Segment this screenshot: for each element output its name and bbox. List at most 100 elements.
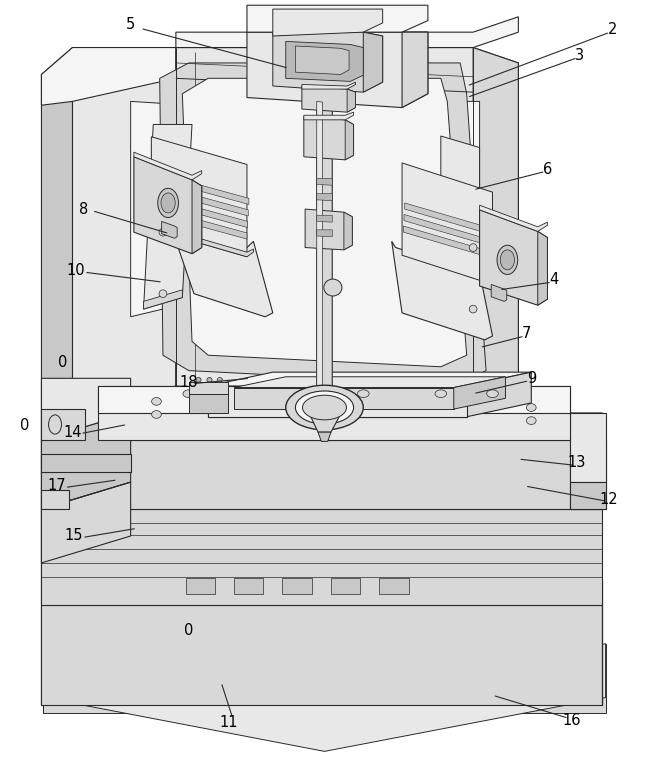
Polygon shape — [134, 157, 202, 254]
Text: 0: 0 — [58, 355, 67, 371]
Polygon shape — [42, 482, 602, 509]
Polygon shape — [143, 124, 192, 309]
Text: 17: 17 — [47, 479, 66, 493]
Ellipse shape — [152, 411, 162, 418]
Polygon shape — [376, 101, 480, 332]
Polygon shape — [42, 580, 130, 706]
Polygon shape — [404, 203, 494, 235]
Polygon shape — [304, 117, 354, 160]
Polygon shape — [345, 120, 354, 160]
Polygon shape — [208, 372, 532, 386]
Polygon shape — [317, 101, 332, 394]
Polygon shape — [302, 82, 356, 89]
Text: 6: 6 — [543, 161, 552, 177]
Ellipse shape — [207, 378, 212, 382]
Polygon shape — [42, 509, 602, 605]
Polygon shape — [152, 195, 248, 228]
Polygon shape — [153, 172, 249, 205]
Polygon shape — [42, 413, 602, 440]
Text: 18: 18 — [180, 374, 198, 390]
Text: 0: 0 — [184, 623, 193, 638]
Polygon shape — [73, 48, 176, 413]
Polygon shape — [570, 482, 606, 509]
Polygon shape — [176, 48, 519, 401]
Ellipse shape — [295, 391, 354, 424]
Polygon shape — [151, 225, 253, 257]
Polygon shape — [130, 101, 253, 317]
Polygon shape — [42, 440, 602, 509]
Polygon shape — [247, 32, 428, 107]
Ellipse shape — [500, 250, 515, 270]
Polygon shape — [234, 578, 263, 594]
Polygon shape — [491, 284, 507, 301]
Polygon shape — [42, 482, 130, 563]
Polygon shape — [182, 78, 467, 367]
Polygon shape — [189, 394, 228, 413]
Polygon shape — [143, 290, 182, 309]
Polygon shape — [304, 112, 354, 120]
Polygon shape — [538, 232, 548, 305]
Polygon shape — [317, 101, 323, 394]
Polygon shape — [404, 215, 493, 247]
Polygon shape — [186, 578, 215, 594]
Polygon shape — [208, 386, 467, 417]
Ellipse shape — [159, 229, 167, 236]
Ellipse shape — [286, 385, 363, 430]
Text: 12: 12 — [600, 493, 618, 507]
Polygon shape — [317, 178, 332, 185]
Polygon shape — [42, 580, 602, 605]
Polygon shape — [42, 454, 130, 472]
Polygon shape — [318, 432, 331, 442]
Ellipse shape — [324, 279, 342, 296]
Polygon shape — [392, 242, 493, 340]
Polygon shape — [286, 42, 363, 81]
Polygon shape — [363, 32, 383, 92]
Ellipse shape — [161, 193, 175, 213]
Polygon shape — [208, 386, 467, 417]
Polygon shape — [570, 440, 606, 509]
Polygon shape — [282, 578, 312, 594]
Ellipse shape — [306, 390, 317, 398]
Polygon shape — [151, 207, 247, 239]
Text: 16: 16 — [562, 713, 581, 728]
Ellipse shape — [526, 417, 536, 425]
Polygon shape — [134, 152, 202, 180]
Polygon shape — [570, 413, 606, 482]
Polygon shape — [247, 5, 428, 32]
Polygon shape — [42, 605, 602, 706]
Text: 3: 3 — [575, 48, 584, 63]
Polygon shape — [403, 226, 493, 259]
Ellipse shape — [469, 244, 477, 252]
Polygon shape — [347, 89, 356, 112]
Polygon shape — [43, 644, 606, 713]
Ellipse shape — [435, 390, 447, 398]
Polygon shape — [42, 48, 73, 440]
Ellipse shape — [152, 398, 162, 405]
Polygon shape — [402, 163, 493, 284]
Text: 9: 9 — [527, 371, 536, 386]
Polygon shape — [317, 215, 332, 222]
Text: 7: 7 — [522, 327, 532, 341]
Polygon shape — [98, 386, 570, 413]
Polygon shape — [473, 48, 519, 401]
Polygon shape — [168, 218, 273, 317]
Text: 4: 4 — [549, 273, 559, 287]
Polygon shape — [98, 386, 570, 440]
Ellipse shape — [526, 404, 536, 411]
Ellipse shape — [158, 188, 178, 218]
Polygon shape — [42, 482, 114, 605]
Polygon shape — [305, 209, 352, 250]
Polygon shape — [42, 413, 130, 509]
Polygon shape — [43, 644, 606, 751]
Polygon shape — [331, 578, 360, 594]
Polygon shape — [380, 578, 408, 594]
Polygon shape — [273, 32, 383, 92]
Polygon shape — [295, 46, 349, 74]
Ellipse shape — [217, 378, 223, 382]
Polygon shape — [441, 136, 480, 332]
Text: 13: 13 — [567, 455, 585, 470]
Ellipse shape — [487, 390, 498, 398]
Text: 14: 14 — [63, 425, 82, 439]
Text: 15: 15 — [64, 529, 83, 543]
Text: 5: 5 — [126, 17, 135, 32]
